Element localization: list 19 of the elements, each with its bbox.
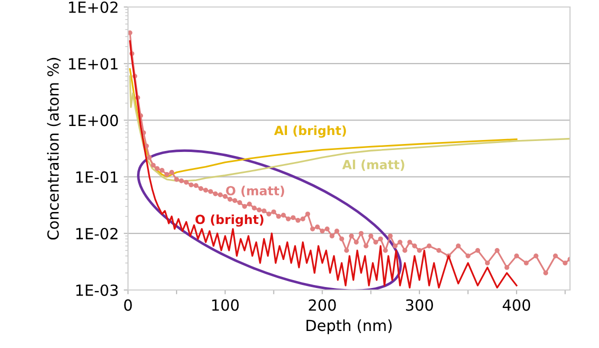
x-tick-label: 100 xyxy=(212,299,239,311)
y-tick-label: 1E-01 xyxy=(76,171,118,183)
y-tick-label: 1E-02 xyxy=(76,228,118,240)
series-label: Al (bright) xyxy=(274,126,346,138)
x-tick-label: 0 xyxy=(124,299,132,311)
x-tick-label: 300 xyxy=(406,299,433,311)
x-tick-label: 400 xyxy=(502,299,530,311)
y-axis-title: Concentration (atom %) xyxy=(47,58,61,240)
y-tick-label: 1E+00 xyxy=(69,114,118,126)
line-series xyxy=(129,68,518,178)
y-tick-label: 1E+02 xyxy=(69,1,118,14)
y-tick-label: 1E+01 xyxy=(69,58,118,70)
series-label: O (matt) xyxy=(226,186,284,197)
series-label: O (bright) xyxy=(195,214,264,227)
x-axis-title: Depth (nm) xyxy=(306,319,392,334)
x-tick-label: 200 xyxy=(308,299,336,311)
line-series xyxy=(129,40,518,288)
y-tick-label: 1E-03 xyxy=(76,284,118,296)
series-label: Al (matt) xyxy=(342,160,404,171)
